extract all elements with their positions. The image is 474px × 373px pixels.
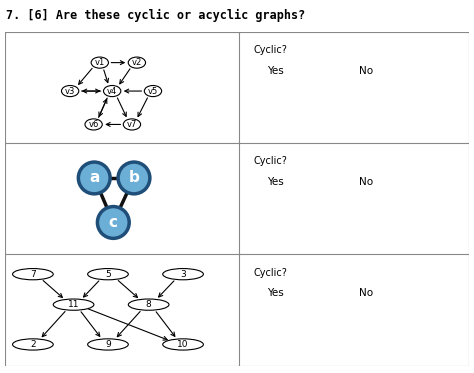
Text: v2: v2 xyxy=(132,58,142,67)
Text: c: c xyxy=(109,215,118,230)
Text: v1: v1 xyxy=(95,58,105,67)
Ellipse shape xyxy=(91,57,109,68)
Text: Cyclic?: Cyclic? xyxy=(253,156,287,166)
Text: Yes: Yes xyxy=(267,288,284,298)
Ellipse shape xyxy=(128,299,169,310)
Ellipse shape xyxy=(53,299,94,310)
Text: b: b xyxy=(128,170,139,185)
Text: v5: v5 xyxy=(148,87,158,95)
Text: 5: 5 xyxy=(105,270,111,279)
Text: v7: v7 xyxy=(127,120,137,129)
Text: 3: 3 xyxy=(180,270,186,279)
Ellipse shape xyxy=(103,85,121,97)
Text: 10: 10 xyxy=(177,340,189,349)
Text: 7: 7 xyxy=(30,270,36,279)
Ellipse shape xyxy=(144,85,162,97)
Text: Cyclic?: Cyclic? xyxy=(253,267,287,278)
Circle shape xyxy=(78,162,110,194)
Ellipse shape xyxy=(128,57,146,68)
Text: v6: v6 xyxy=(89,120,99,129)
Ellipse shape xyxy=(163,339,203,350)
Text: 8: 8 xyxy=(146,300,152,309)
Circle shape xyxy=(118,162,150,194)
Text: v3: v3 xyxy=(65,87,75,95)
Text: 9: 9 xyxy=(105,340,111,349)
Circle shape xyxy=(98,207,129,238)
Text: No: No xyxy=(359,288,373,298)
Text: 2: 2 xyxy=(30,340,36,349)
Ellipse shape xyxy=(62,85,79,97)
Ellipse shape xyxy=(85,119,102,130)
Text: a: a xyxy=(89,170,100,185)
Text: Yes: Yes xyxy=(267,177,284,187)
Text: 7. [6] Are these cyclic or acyclic graphs?: 7. [6] Are these cyclic or acyclic graph… xyxy=(6,9,305,22)
Ellipse shape xyxy=(88,339,128,350)
Text: No: No xyxy=(359,66,373,76)
Text: Cyclic?: Cyclic? xyxy=(253,45,287,55)
Ellipse shape xyxy=(88,269,128,280)
Ellipse shape xyxy=(12,339,53,350)
Ellipse shape xyxy=(123,119,141,130)
Text: Yes: Yes xyxy=(267,66,284,76)
Text: No: No xyxy=(359,177,373,187)
Ellipse shape xyxy=(163,269,203,280)
Text: 11: 11 xyxy=(68,300,79,309)
Text: v4: v4 xyxy=(107,87,117,95)
Ellipse shape xyxy=(12,269,53,280)
